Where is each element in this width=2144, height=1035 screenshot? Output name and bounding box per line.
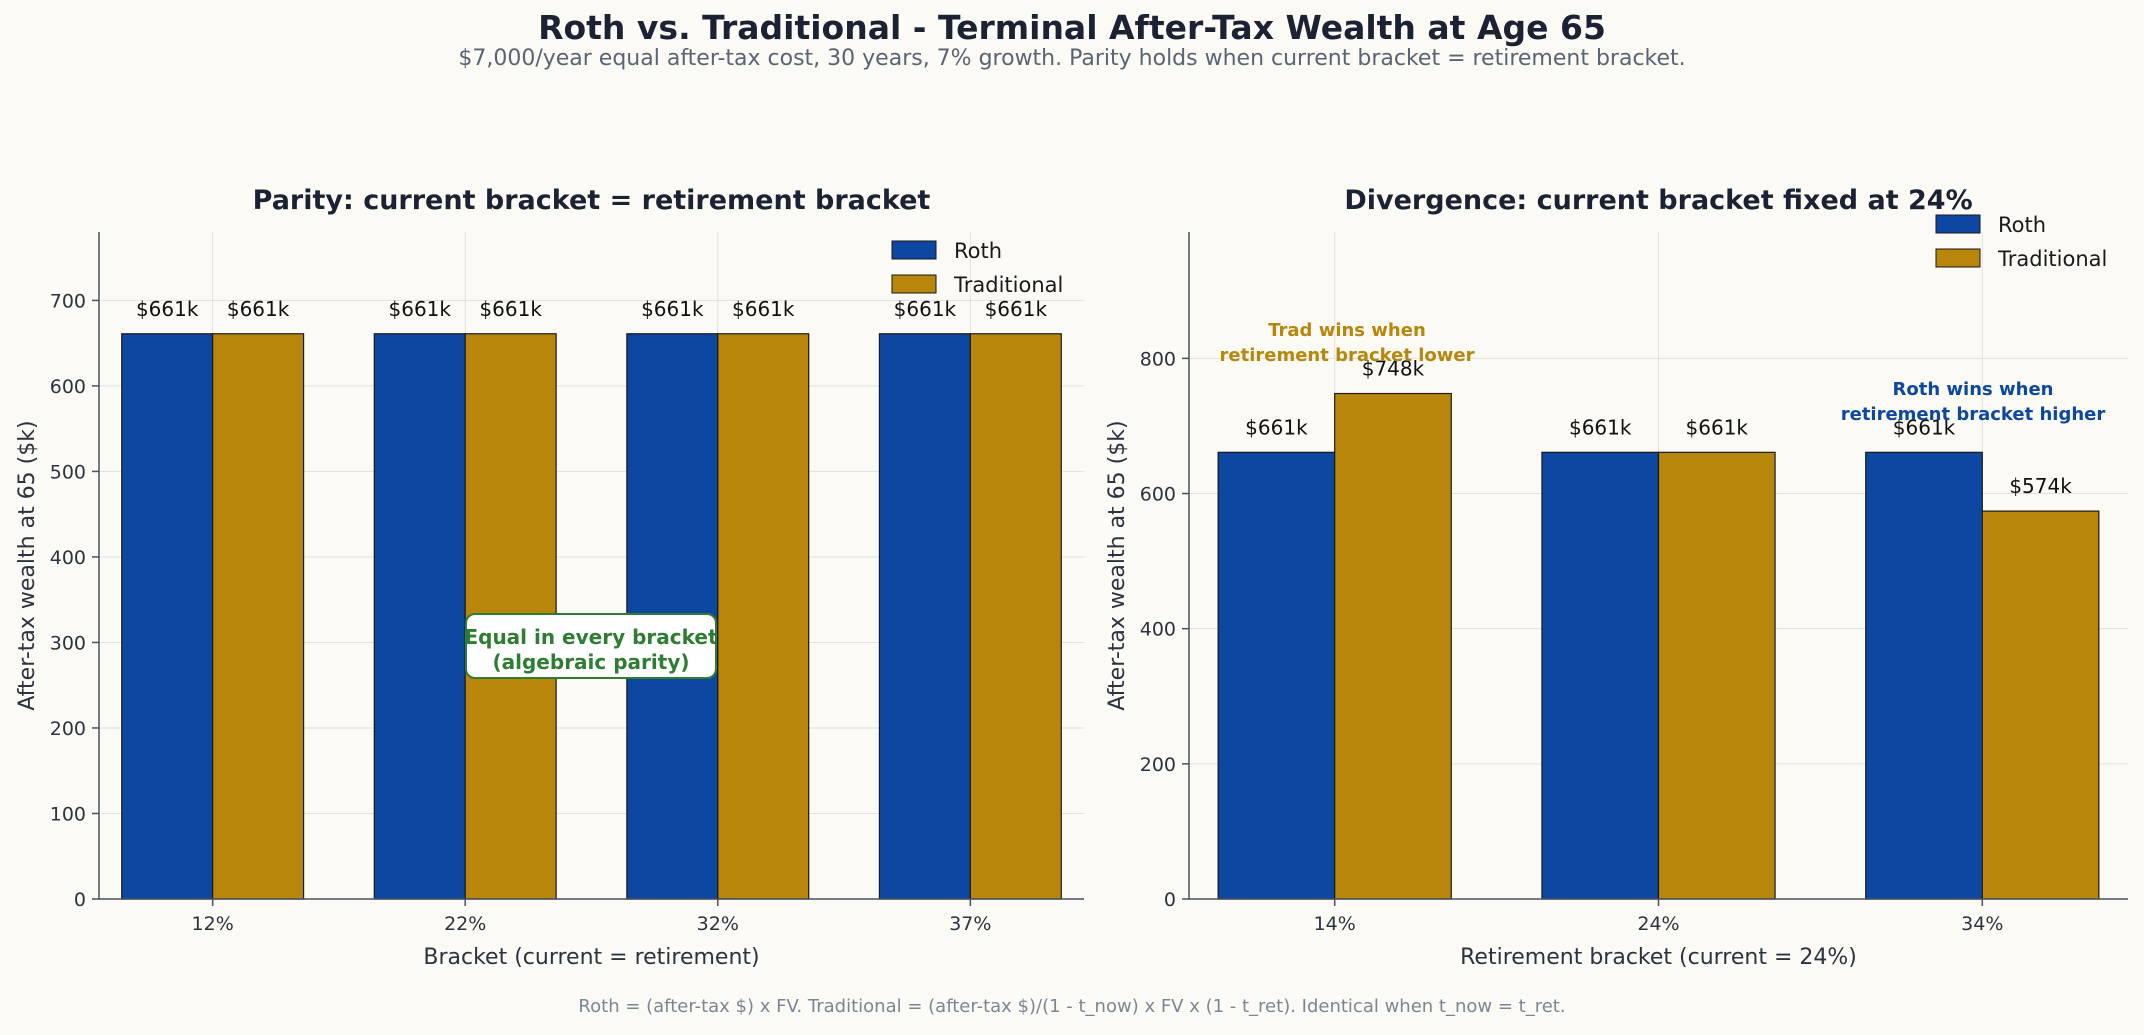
panel-title: Divergence: current bracket fixed at 24% bbox=[1344, 185, 1972, 216]
y-tick-label: 600 bbox=[50, 376, 86, 398]
roth-bar bbox=[1865, 451, 1983, 900]
bar-value-label: $661k bbox=[732, 297, 795, 321]
bar-value-label: $661k bbox=[1893, 415, 1956, 439]
legend: Roth Traditional bbox=[1935, 213, 2107, 271]
legend-label: Roth bbox=[1998, 213, 2046, 237]
roth-bar bbox=[373, 333, 466, 900]
annotation: Equal in every bracket(algebraic parity) bbox=[464, 613, 718, 679]
bar-value-label: $661k bbox=[641, 297, 704, 321]
x-axis-label: Retirement bracket (current = 24%) bbox=[1460, 945, 1857, 970]
roth-legend-swatch bbox=[891, 240, 937, 260]
roth-bar bbox=[1217, 451, 1336, 900]
annotation-text: retirement bracket higher bbox=[1841, 404, 2106, 425]
y-tick-label: 200 bbox=[1140, 754, 1176, 776]
legend-label: Traditional bbox=[953, 273, 1063, 297]
bar-value-label: $748k bbox=[1362, 357, 1425, 381]
panel-title: Parity: current bracket = retirement bra… bbox=[253, 185, 931, 216]
figure-title: Roth vs. Traditional - Terminal After-Ta… bbox=[538, 8, 1606, 47]
x-tick-label: 32% bbox=[697, 913, 739, 935]
y-tick-label: 300 bbox=[50, 632, 86, 654]
y-axis-label: After-tax wealth at 65 ($k) bbox=[1105, 420, 1130, 710]
figure-footer: Roth = (after-tax $) x FV. Traditional =… bbox=[578, 996, 1566, 1017]
x-tick-label: 24% bbox=[1637, 913, 1679, 935]
annotation: Roth wins when retirement bracket higher bbox=[1841, 379, 2106, 425]
traditional-bar bbox=[1657, 451, 1776, 900]
x-tick-label: 34% bbox=[1961, 913, 2003, 935]
legend-label: Traditional bbox=[1997, 247, 2107, 271]
traditional-bar bbox=[1981, 510, 2100, 900]
y-tick-label: 200 bbox=[50, 718, 86, 740]
x-axis-label: Bracket (current = retirement) bbox=[423, 945, 759, 970]
chart-panel-2: $661k $661k $661k $748k $661k $574k 0 200 400 600… bbox=[1105, 185, 2128, 970]
x-tick-label: 22% bbox=[444, 913, 486, 935]
y-tick-label: 0 bbox=[1164, 889, 1176, 911]
traditional-bar bbox=[969, 333, 1062, 900]
roth-bar bbox=[1541, 451, 1660, 900]
x-tick-label: 14% bbox=[1314, 913, 1356, 935]
chart-panel-1: $661k $661k $661k $661k $661k $661k $661k $661k… bbox=[15, 185, 1084, 970]
bar-value-label: $661k bbox=[1245, 415, 1308, 439]
bar-value-label: $661k bbox=[1686, 415, 1749, 439]
annotation-box bbox=[465, 613, 717, 679]
traditional-bar bbox=[1334, 392, 1452, 900]
x-tick-label: 12% bbox=[192, 913, 234, 935]
traditional-bar bbox=[717, 333, 810, 900]
y-tick-label: 600 bbox=[1140, 484, 1176, 506]
annotation-text: Trad wins when bbox=[1268, 320, 1426, 341]
roth-legend-swatch bbox=[1935, 214, 1981, 234]
annotation-text: Roth wins when bbox=[1893, 379, 2054, 400]
y-tick-label: 100 bbox=[50, 803, 86, 825]
traditional-bar bbox=[212, 333, 305, 900]
bar-value-label: $661k bbox=[985, 297, 1048, 321]
figure-subtitle: $7,000/year equal after-tax cost, 30 yea… bbox=[458, 46, 1686, 71]
legend: Roth Traditional bbox=[891, 239, 1063, 297]
bar-value-label: $661k bbox=[894, 297, 957, 321]
y-tick-label: 500 bbox=[50, 461, 86, 483]
bar-value-label: $661k bbox=[136, 297, 199, 321]
annotation-text: Equal in every bracket bbox=[464, 625, 717, 649]
legend-label: Roth bbox=[954, 239, 1002, 263]
y-tick-label: 700 bbox=[50, 290, 86, 312]
bar-value-label: $661k bbox=[227, 297, 290, 321]
annotation-text: (algebraic parity) bbox=[493, 650, 690, 674]
bar-value-label: $661k bbox=[479, 297, 542, 321]
bar-value-label: $661k bbox=[389, 297, 452, 321]
bar-value-label: $574k bbox=[2009, 474, 2072, 498]
roth-bar bbox=[121, 333, 214, 900]
y-axis-label: After-tax wealth at 65 ($k) bbox=[15, 420, 40, 710]
traditional-legend-swatch bbox=[891, 274, 937, 294]
y-tick-label: 400 bbox=[1140, 619, 1176, 641]
annotation-text: retirement bracket lower bbox=[1220, 345, 1475, 366]
x-tick-label: 37% bbox=[949, 913, 991, 935]
traditional-legend-swatch bbox=[1935, 248, 1981, 268]
y-tick-label: 800 bbox=[1140, 348, 1176, 370]
bar-value-label: $661k bbox=[1569, 415, 1632, 439]
roth-bar bbox=[878, 333, 971, 900]
y-tick-label: 0 bbox=[74, 889, 86, 911]
annotation: Trad wins when retirement bracket lower bbox=[1220, 320, 1475, 366]
y-tick-label: 400 bbox=[50, 547, 86, 569]
